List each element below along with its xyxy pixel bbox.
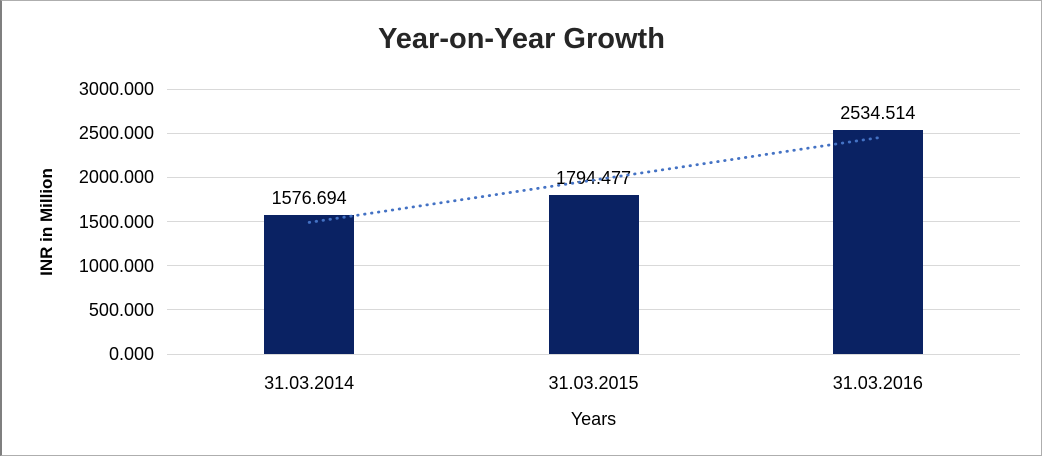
x-tick-label: 31.03.2016 — [832, 373, 923, 393]
bar-31.03.2016 — [832, 130, 923, 354]
y-tick-label: 500.000 — [88, 299, 154, 320]
y-tick-label: 1000.000 — [78, 255, 154, 276]
y-tick-label: 2000.000 — [78, 167, 154, 188]
gridline — [167, 132, 1020, 134]
y-tick-label: 1500.000 — [78, 211, 154, 232]
y-tick-label: 0.000 — [108, 344, 154, 364]
bar-31.03.2014 — [264, 214, 355, 354]
y-tick-label: 2500.000 — [78, 123, 154, 144]
bar-value-label: 1576.694 — [271, 187, 347, 208]
gridline — [167, 88, 1020, 90]
bar-value-label: 1794.477 — [555, 168, 632, 189]
bar-value-label: 2534.514 — [840, 103, 916, 124]
chart-title: Year-on-Year Growth — [378, 23, 665, 55]
x-tick-label: 31.03.2015 — [548, 373, 639, 393]
y-tick-label: 3000.000 — [78, 79, 154, 99]
x-tick-label: 31.03.2014 — [264, 373, 355, 393]
x-axis-title: Years — [570, 409, 617, 429]
gridline — [167, 353, 1020, 355]
bar-31.03.2015 — [548, 195, 639, 354]
